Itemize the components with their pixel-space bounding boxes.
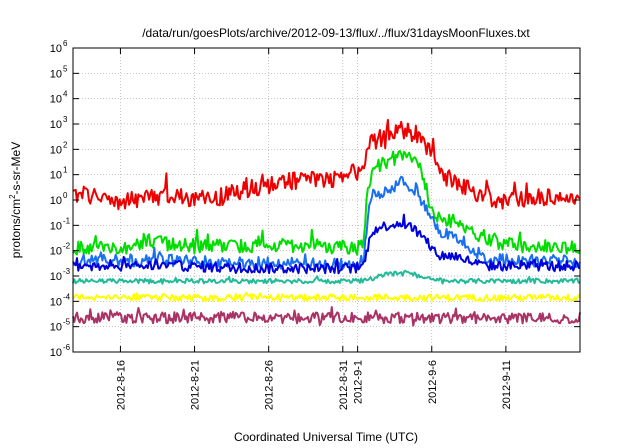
y-tick-exponent: -5	[63, 318, 71, 327]
y-tick-label: 10	[50, 220, 62, 232]
y-tick-exponent: 4	[63, 90, 68, 99]
x-axis: 2012-8-16 2012-8-21 2012-8-26 2012-8-31 2012…	[115, 48, 513, 410]
y-tick-exponent: 1	[63, 166, 68, 175]
x-tick-label: 2012-8-26	[264, 360, 276, 410]
y-tick-exponent: 6	[63, 39, 68, 48]
series-line	[72, 118, 581, 211]
y-tick-exponent: -1	[63, 216, 71, 225]
x-tick-label: 2012-8-16	[115, 360, 127, 410]
y-tick-label: 10	[50, 43, 62, 55]
y-tick-exponent: -2	[63, 242, 71, 251]
x-tick-label: 2012-8-21	[190, 360, 202, 410]
y-tick-label: 10	[50, 322, 62, 334]
y-tick-label: 10	[50, 170, 62, 182]
x-axis-label: Coordinated Universal Time (UTC)	[234, 430, 418, 444]
y-tick-exponent: 5	[63, 64, 68, 73]
y-tick-label: 10	[50, 271, 62, 283]
y-tick-exponent: -4	[63, 292, 71, 301]
series-line	[72, 213, 581, 275]
y-axis: 10 -610 -510 -410 -310 -210 -110 010 110 210 310 41…	[50, 39, 580, 359]
y-tick-exponent: 0	[63, 191, 68, 200]
series-line	[72, 150, 581, 256]
series-lines	[72, 118, 581, 327]
series-line	[72, 306, 581, 327]
y-tick-label: 10	[50, 296, 62, 308]
y-tick-exponent: -6	[63, 343, 71, 352]
y-tick-exponent: -3	[63, 267, 71, 276]
series-line	[72, 175, 581, 271]
series-line	[72, 269, 581, 285]
y-tick-exponent: 2	[63, 140, 68, 149]
y-tick-label: 10	[50, 94, 62, 106]
y-tick-label: 10	[50, 144, 62, 156]
y-tick-label: 10	[50, 195, 62, 207]
y-tick-label: 10	[50, 246, 62, 258]
y-tick-exponent: 3	[63, 115, 68, 124]
series-line	[72, 291, 581, 303]
y-tick-label: 10	[50, 347, 62, 359]
y-axis-label: protons/cm2-s-sr-MeV	[8, 142, 23, 258]
y-tick-label: 10	[50, 119, 62, 131]
x-tick-label: 2012-9-6	[427, 360, 439, 404]
x-tick-label: 2012-8-31	[338, 360, 350, 410]
y-tick-label: 10	[50, 68, 62, 80]
x-tick-label: 2012-9-11	[501, 360, 513, 409]
chart-title: /data/run/goesPlots/archive/2012-09-13/f…	[142, 26, 530, 40]
x-tick-label: 2012-9-1	[353, 360, 365, 404]
